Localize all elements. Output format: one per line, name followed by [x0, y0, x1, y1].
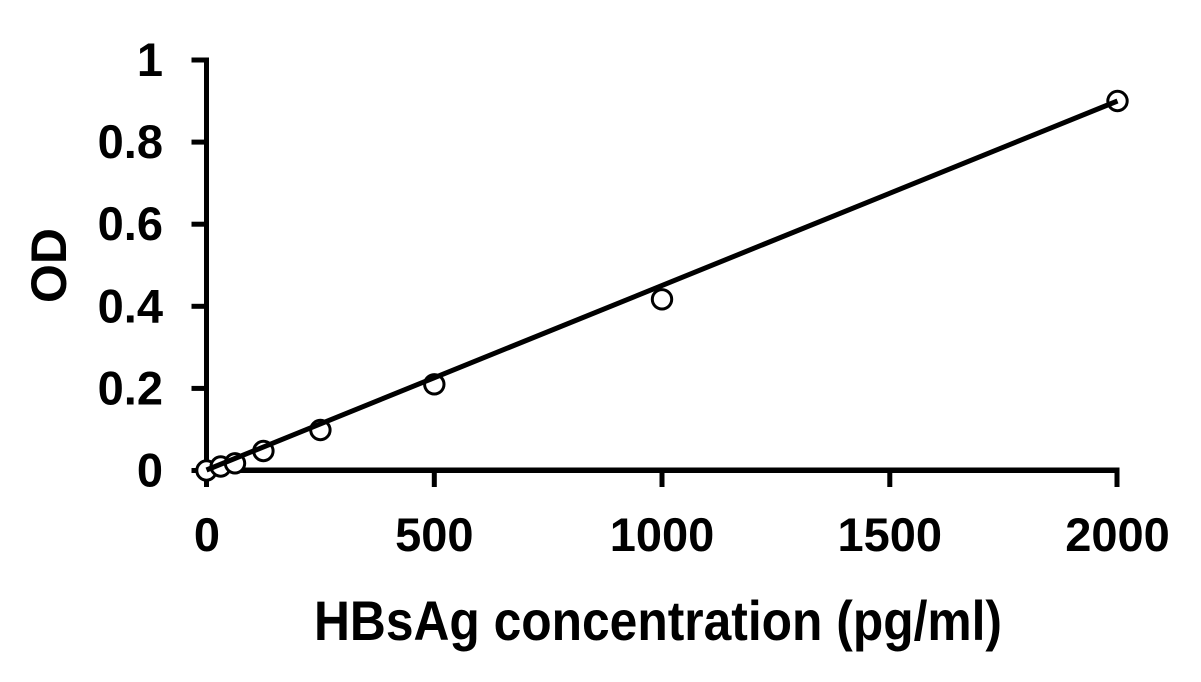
- svg-text:OD: OD: [21, 228, 77, 303]
- svg-text:1500: 1500: [838, 508, 943, 561]
- svg-text:1: 1: [137, 33, 163, 86]
- svg-text:500: 500: [395, 508, 473, 561]
- svg-text:2000: 2000: [1065, 508, 1170, 561]
- svg-text:0.4: 0.4: [98, 279, 163, 332]
- svg-text:0: 0: [137, 444, 163, 497]
- svg-text:HBsAg concentration (pg/ml): HBsAg concentration (pg/ml): [314, 589, 1002, 652]
- svg-text:0.2: 0.2: [98, 361, 163, 414]
- svg-text:0: 0: [194, 508, 220, 561]
- svg-text:0.6: 0.6: [98, 197, 163, 250]
- svg-text:1000: 1000: [610, 508, 715, 561]
- svg-text:0.8: 0.8: [98, 115, 163, 168]
